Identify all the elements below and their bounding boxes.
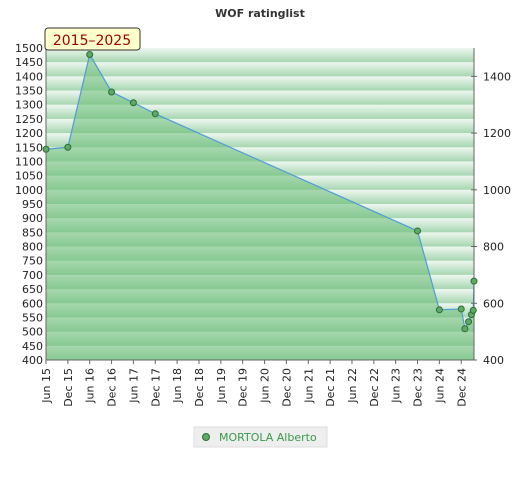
x-tick-label: Dec 16	[106, 368, 119, 407]
period-badge-label: 2015–2025	[53, 33, 131, 49]
x-tick-label: Dec 15	[62, 368, 75, 407]
series-markers	[42, 51, 478, 333]
data-point[interactable]	[435, 306, 443, 314]
x-tick-label: Jun 21	[302, 368, 315, 404]
y-tick-label: 1400	[15, 70, 43, 83]
data-point[interactable]	[42, 145, 50, 153]
y-axis-right: 400 600 800 1000 1200 1400	[471, 70, 511, 367]
chart-title: WOF ratinglist	[215, 7, 305, 20]
y-tick-label: 950	[22, 198, 43, 211]
y-tick-label: 400	[22, 354, 43, 367]
x-tick-label: Dec 18	[193, 368, 206, 407]
data-point[interactable]	[461, 325, 469, 333]
x-tick-label: Dec 22	[368, 368, 381, 407]
x-tick-label: Jun 18	[171, 368, 184, 404]
legend-marker-icon	[202, 433, 210, 441]
y-tick-label: 550	[22, 311, 43, 324]
x-tick-label: Jun 24	[433, 368, 446, 404]
x-tick-label: Jun 17	[127, 368, 140, 404]
x-tick-label: Jun 16	[84, 368, 97, 404]
background-band	[46, 90, 474, 105]
background-band	[46, 62, 474, 77]
data-point[interactable]	[151, 110, 159, 118]
y-tick-label: 1500	[15, 42, 43, 55]
y-tick-label: 650	[22, 283, 43, 296]
x-tick-label: Dec 24	[455, 368, 468, 407]
legend[interactable]: MORTOLA Alberto	[193, 426, 328, 448]
y-tick-label-right: 1000	[483, 184, 511, 197]
background-band	[46, 48, 474, 63]
x-tick-label: Jun 22	[346, 368, 359, 404]
y-tick-label: 450	[22, 340, 43, 353]
y-tick-label: 1150	[15, 141, 43, 154]
y-tick-label-right: 800	[483, 241, 504, 254]
y-tick-label-right: 1200	[483, 127, 511, 140]
y-tick-label: 1000	[15, 184, 43, 197]
y-tick-label: 1200	[15, 127, 43, 140]
y-tick-label: 600	[22, 297, 43, 310]
y-tick-label-right: 400	[483, 354, 504, 367]
data-point[interactable]	[457, 305, 465, 313]
data-point[interactable]	[414, 227, 422, 235]
x-tick-label: Dec 21	[324, 368, 337, 407]
y-tick-label: 500	[22, 326, 43, 339]
y-tick-label: 1350	[15, 85, 43, 98]
series-area	[46, 54, 474, 361]
y-tick-label: 1450	[15, 56, 43, 69]
y-tick-label: 1100	[15, 155, 43, 168]
x-tick-label: Dec 19	[237, 368, 250, 407]
data-point[interactable]	[470, 277, 478, 285]
y-tick-label: 850	[22, 226, 43, 239]
y-tick-label: 1300	[15, 99, 43, 112]
y-tick-label: 900	[22, 212, 43, 225]
period-badge-box	[44, 27, 141, 51]
x-tick-label: Dec 20	[280, 368, 293, 407]
x-tick-label: Jun 20	[259, 368, 272, 404]
y-tick-label: 800	[22, 241, 43, 254]
y-tick-label: 1050	[15, 170, 43, 183]
y-tick-label: 700	[22, 269, 43, 282]
y-tick-label: 1250	[15, 113, 43, 126]
x-tick-label: Jun 23	[390, 368, 403, 404]
period-badge: 2015–2025	[44, 27, 141, 51]
legend-box	[193, 426, 328, 448]
y-tick-label: 750	[22, 255, 43, 268]
data-point[interactable]	[86, 51, 94, 59]
x-axis: Jun 15 Dec 15 Jun 16 Dec 16 Jun 17 Dec 17 Jun …	[40, 360, 468, 407]
data-point[interactable]	[108, 88, 116, 96]
x-tick-label: Jun 15	[40, 368, 53, 404]
x-tick-label: Dec 17	[149, 368, 162, 407]
data-point[interactable]	[129, 99, 137, 107]
legend-label[interactable]: MORTOLA Alberto	[219, 431, 317, 444]
data-point[interactable]	[64, 143, 72, 151]
background-band	[46, 76, 474, 91]
y-tick-label-right: 1400	[483, 70, 511, 83]
data-point[interactable]	[465, 318, 473, 326]
y-tick-label-right: 600	[483, 297, 504, 310]
x-tick-label: Dec 23	[412, 368, 425, 407]
data-point[interactable]	[469, 306, 477, 314]
x-tick-label: Jun 19	[215, 368, 228, 404]
